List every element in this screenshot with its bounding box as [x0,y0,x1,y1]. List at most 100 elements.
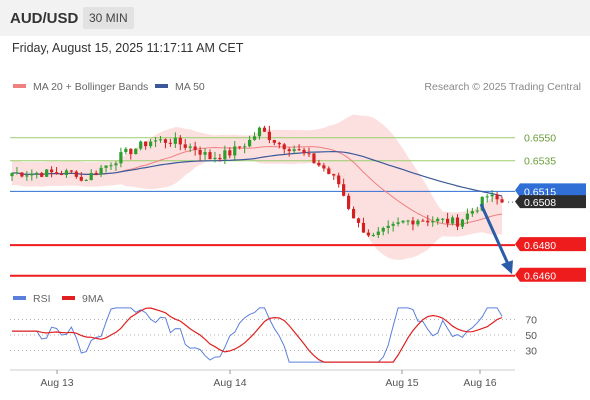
candle-body [59,173,64,175]
candle-body [198,150,202,155]
time-label-2: Aug 15 [385,377,418,389]
price-tag-box [515,237,586,252]
candle-body [153,140,158,142]
candle-body [470,211,474,214]
candle-body [257,127,262,137]
candle-body [262,127,267,132]
price-tag-box [515,195,586,209]
price-tag-box [515,183,586,198]
candle-body [307,153,311,155]
candle-body [386,225,390,228]
candle-body [69,170,73,172]
candle-body [84,180,88,182]
ma9-legend-swatch [62,296,75,300]
level-label-0.6550: 0.6550 [524,133,556,145]
candle-body [238,146,242,148]
candle-body [74,171,78,177]
time-label-1: Aug 14 [213,377,246,389]
candle-body [361,222,366,233]
instrument-title: AUD/USD [10,10,79,27]
candle-body [168,142,172,144]
candle-body [35,172,39,174]
candle-body [134,148,138,155]
candle-body [129,148,133,155]
candle-body [337,175,341,185]
candle-body [441,218,445,220]
candle-body [163,139,168,143]
candle-body [45,169,49,177]
ma20-legend-label: MA 20 + Bollinger Bands [33,81,148,93]
candle-body [30,173,34,176]
price-tag-box [515,267,586,282]
candle-body [381,227,385,232]
chart-datetime: Friday, August 15, 2025 11:17:11 AM CET [12,41,244,55]
candle-body [188,146,192,148]
candle-body [183,144,187,148]
candle-body [406,220,410,222]
candle-body [99,167,103,175]
timeframe-badge[interactable]: 30 MIN [83,7,134,29]
candle-body [252,136,257,140]
time-label-0: Aug 13 [40,377,73,389]
candle-body [139,141,143,149]
candle-body [371,234,375,236]
rsi-level-label-30: 30 [525,346,537,358]
candle-body [25,175,29,177]
rsi-level-label-70: 70 [525,315,537,327]
copyright-notice: Research © 2025 Trading Central [424,81,581,93]
candle-body [426,220,430,223]
candle-body [218,157,222,160]
candle-body [203,152,207,155]
candle-body [193,146,197,151]
candle-body [475,210,479,212]
candle-body [460,219,465,227]
candle-body [282,144,286,150]
candle-body [446,218,450,224]
candle-body [366,232,370,236]
candle-body [15,172,19,174]
candle-body [158,139,163,141]
candle-body [416,220,420,225]
candle-body [233,146,237,156]
candle-body [114,163,118,166]
candle-body [20,172,24,177]
candle-body [356,218,361,223]
candle-body [40,172,44,177]
candle-body [485,196,489,198]
candle-body [490,194,494,197]
forecast-arrow-head [501,260,513,275]
candle-body [317,162,321,166]
candle-body [213,157,217,160]
candle-body [327,168,331,175]
level-label-0.6508: 0.6508 [524,197,556,209]
candle-body [267,131,271,141]
ma9-legend-label: 9MA [82,293,104,305]
candle-body [455,217,460,227]
candle-body [54,172,59,174]
price-tag-0.6460 [515,267,586,282]
rsi-level-label-50: 50 [525,330,537,342]
price-tag-0.6508 [515,195,586,209]
candle-body [228,150,232,156]
level-label-0.6480: 0.6480 [524,240,556,252]
candle-body [421,220,425,222]
candle-body [347,195,351,209]
rsi-ma9-line [12,307,503,363]
price-tag-0.6515 [515,183,586,198]
candle-body [297,149,301,151]
candle-body [104,165,108,168]
candle-body [173,137,177,144]
ma50-legend-label: MA 50 [175,81,205,93]
ma50-line [11,150,503,197]
candle-body [465,213,469,220]
candle-body [431,221,435,223]
bollinger-band [12,114,503,260]
candle-body [292,149,296,152]
candle-body [500,199,504,203]
candle-body [94,172,98,175]
chart-header: AUD/USD 30 MIN [0,0,590,36]
candle-body [401,220,405,223]
candle-body [208,152,212,160]
candle-body [124,148,128,153]
candle-body [178,137,182,145]
